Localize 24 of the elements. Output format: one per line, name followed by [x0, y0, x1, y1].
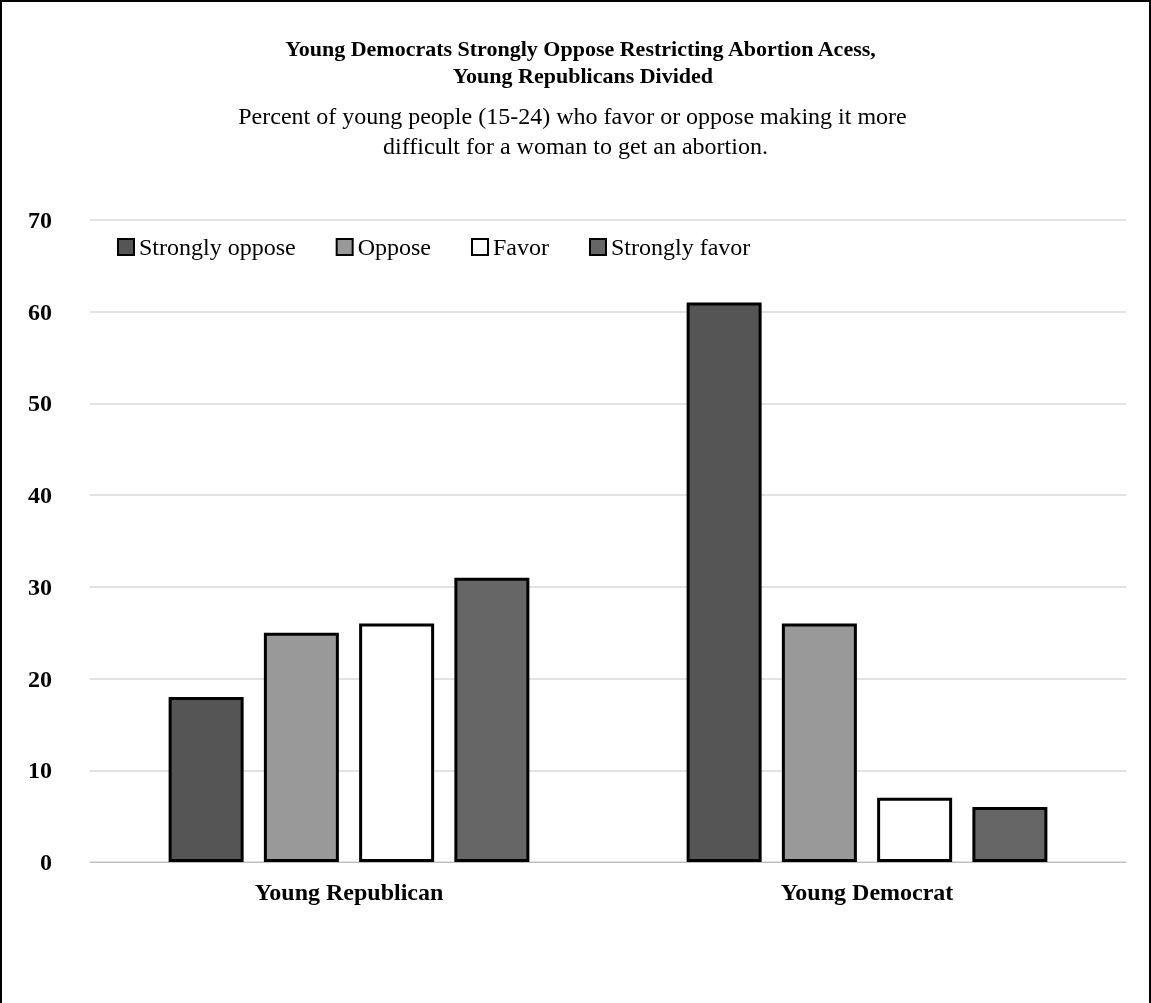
legend-label: Oppose [357, 234, 431, 260]
bar [263, 632, 339, 862]
legend-label: Favor [492, 234, 549, 260]
y-tick-label: 20 [28, 665, 52, 692]
y-tick-label: 40 [28, 482, 52, 509]
chart-subtitle: Percent of young people (15-24) who favor or oppose making it more difficult for a woman to get an abortion. [238, 103, 913, 159]
legend-label: Strongly favor [610, 234, 751, 260]
bar [686, 302, 762, 862]
y-tick-label: 70 [28, 207, 52, 233]
y-tick-label: 30 [28, 573, 52, 600]
legend-label: Strongly oppose [139, 234, 296, 260]
bar [359, 623, 435, 862]
x-tick-label: Young Democrat [780, 879, 954, 905]
bar [781, 623, 857, 862]
bar [972, 806, 1048, 862]
bar [877, 797, 953, 862]
y-tick-label: 60 [28, 298, 52, 325]
y-tick-label: 50 [28, 390, 52, 417]
y-tick-label: 0 [40, 849, 52, 875]
bar [454, 577, 530, 862]
chart-title: Young Democrats Strongly Oppose Restricting Abortion Acess, Young Republicans Divided [285, 36, 876, 88]
y-tick-label: 10 [28, 757, 52, 784]
bar [168, 696, 244, 862]
x-tick-label: Young Republican [254, 879, 444, 905]
